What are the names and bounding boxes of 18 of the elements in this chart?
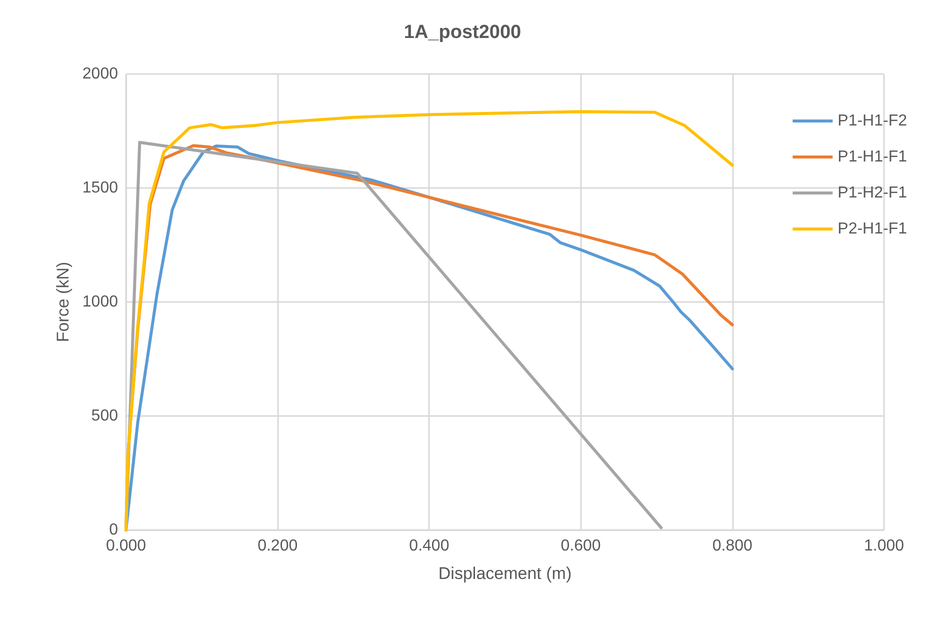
x-tick-label: 0.400 xyxy=(409,538,450,554)
chart-title: 1A_post2000 xyxy=(404,22,522,43)
y-tick-label: 0 xyxy=(109,522,118,538)
x-axis-title: Displacement (m) xyxy=(438,564,572,583)
y-tick-label: 1500 xyxy=(82,180,118,196)
legend-label: P1-H1-F2 xyxy=(838,112,908,130)
legend-label: P1-H2-F1 xyxy=(838,184,908,202)
y-axis-title: Force (kN) xyxy=(54,262,73,342)
legend-label: P1-H1-F1 xyxy=(838,148,908,166)
x-tick-label: 1.000 xyxy=(864,538,904,554)
x-tick-label: 0.800 xyxy=(712,538,753,554)
legend-label: P2-H1-F1 xyxy=(838,220,908,238)
x-tick-label: 0.000 xyxy=(106,538,146,554)
y-tick-label: 500 xyxy=(91,408,118,424)
y-tick-label: 1000 xyxy=(82,294,118,310)
y-tick-label: 2000 xyxy=(82,66,118,82)
x-tick-label: 0.200 xyxy=(258,538,298,554)
x-tick-label: 0.600 xyxy=(560,538,601,554)
